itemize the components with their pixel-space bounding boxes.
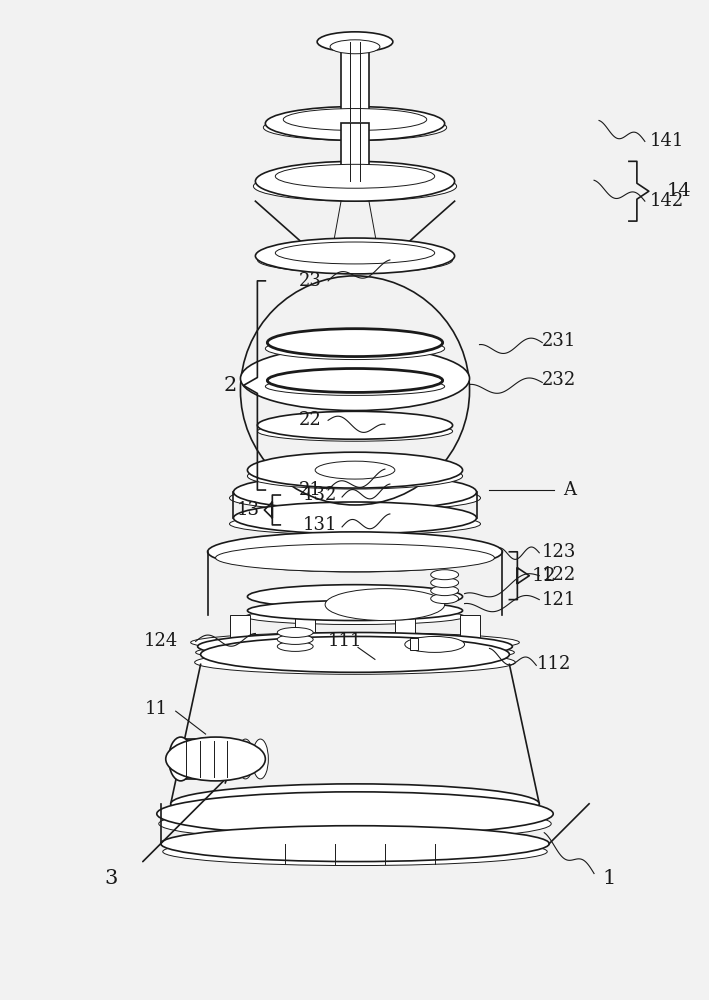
Bar: [341, 123, 369, 181]
Ellipse shape: [161, 826, 549, 862]
Ellipse shape: [430, 594, 459, 604]
Ellipse shape: [277, 634, 313, 644]
Ellipse shape: [169, 737, 193, 781]
Ellipse shape: [267, 329, 442, 357]
Text: 132: 132: [303, 486, 337, 504]
Ellipse shape: [405, 636, 464, 652]
Text: 22: 22: [298, 411, 322, 429]
Text: 3: 3: [104, 869, 118, 888]
Ellipse shape: [275, 242, 435, 264]
Ellipse shape: [330, 40, 380, 54]
Ellipse shape: [196, 642, 514, 662]
Ellipse shape: [247, 463, 462, 489]
Ellipse shape: [166, 737, 265, 781]
Text: 122: 122: [542, 566, 576, 584]
Ellipse shape: [245, 609, 464, 625]
Ellipse shape: [430, 578, 459, 588]
Text: 232: 232: [542, 371, 576, 389]
Ellipse shape: [247, 601, 462, 621]
Text: 11: 11: [145, 700, 167, 718]
Text: 131: 131: [303, 516, 337, 534]
Ellipse shape: [275, 164, 435, 188]
Ellipse shape: [163, 838, 547, 866]
Text: 14: 14: [666, 182, 691, 200]
Text: 123: 123: [542, 543, 576, 561]
Text: 112: 112: [537, 655, 571, 673]
Ellipse shape: [247, 452, 462, 488]
Ellipse shape: [253, 171, 457, 201]
Text: 124: 124: [144, 632, 178, 650]
Text: 231: 231: [542, 332, 576, 350]
Ellipse shape: [267, 369, 442, 392]
Ellipse shape: [284, 109, 427, 130]
Ellipse shape: [201, 636, 509, 672]
Ellipse shape: [216, 544, 494, 572]
Text: 1: 1: [603, 869, 615, 888]
Ellipse shape: [316, 461, 395, 479]
Ellipse shape: [263, 115, 447, 140]
Ellipse shape: [247, 585, 462, 609]
Ellipse shape: [233, 502, 476, 534]
Ellipse shape: [157, 792, 553, 836]
Ellipse shape: [230, 485, 481, 511]
Text: 13: 13: [237, 501, 260, 519]
Ellipse shape: [171, 784, 540, 824]
Ellipse shape: [195, 650, 515, 674]
Ellipse shape: [238, 739, 253, 779]
Ellipse shape: [159, 807, 551, 841]
Ellipse shape: [265, 377, 445, 395]
Ellipse shape: [257, 411, 452, 439]
Ellipse shape: [277, 627, 313, 637]
Bar: [341, 42, 369, 121]
Text: 12: 12: [532, 567, 557, 585]
Ellipse shape: [191, 632, 520, 652]
Ellipse shape: [198, 632, 513, 660]
Bar: [395, 615, 415, 646]
Text: A: A: [563, 481, 576, 499]
Ellipse shape: [257, 247, 452, 273]
Ellipse shape: [178, 739, 194, 779]
Ellipse shape: [193, 739, 208, 779]
Ellipse shape: [233, 474, 476, 510]
Ellipse shape: [317, 32, 393, 52]
Ellipse shape: [208, 739, 223, 779]
Text: 21: 21: [298, 481, 322, 499]
Ellipse shape: [277, 641, 313, 651]
Ellipse shape: [257, 421, 452, 441]
Ellipse shape: [265, 107, 445, 140]
Bar: [410, 638, 418, 650]
Ellipse shape: [223, 739, 238, 779]
Ellipse shape: [255, 161, 454, 201]
Ellipse shape: [230, 513, 481, 535]
Ellipse shape: [255, 238, 454, 274]
Bar: [230, 615, 250, 646]
Bar: [295, 615, 316, 646]
Ellipse shape: [317, 248, 393, 264]
Ellipse shape: [325, 589, 445, 621]
Text: 23: 23: [298, 272, 322, 290]
Ellipse shape: [430, 570, 459, 580]
Text: 2: 2: [224, 376, 237, 395]
Ellipse shape: [240, 346, 469, 411]
Text: 121: 121: [542, 591, 576, 609]
Ellipse shape: [430, 586, 459, 596]
Ellipse shape: [208, 532, 503, 572]
Text: 111: 111: [328, 632, 362, 650]
Text: 141: 141: [649, 132, 684, 150]
Ellipse shape: [265, 338, 445, 360]
Text: 142: 142: [649, 192, 684, 210]
Ellipse shape: [252, 739, 268, 779]
Bar: [459, 615, 479, 646]
